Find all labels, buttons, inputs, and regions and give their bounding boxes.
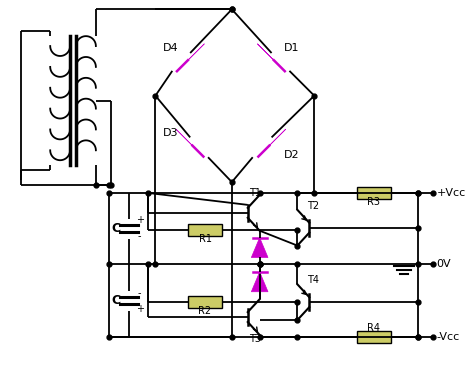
Text: C: C [111,294,120,307]
Text: 0V: 0V [437,260,451,269]
Bar [188,296,222,308]
Bar [357,331,391,343]
Polygon shape [182,44,204,66]
Text: T3: T3 [249,334,261,344]
Text: -: - [138,288,141,298]
Text: D1: D1 [283,43,299,53]
Text: +Vcc: +Vcc [437,188,465,198]
Text: T2: T2 [307,201,319,211]
Polygon shape [264,129,286,151]
Text: R3: R3 [367,197,380,207]
Text: D3: D3 [163,128,178,138]
Text: C: C [111,222,120,235]
Text: T1: T1 [249,188,261,198]
Bar [357,187,391,199]
Polygon shape [176,129,198,151]
Polygon shape [251,238,268,257]
Text: T4: T4 [307,275,319,285]
Text: +: + [136,215,144,225]
Text: -Vcc: -Vcc [437,332,460,342]
Text: R4: R4 [367,323,380,333]
Text: D2: D2 [283,150,299,160]
Text: D4: D4 [163,43,178,53]
Text: +: + [136,304,144,314]
Polygon shape [257,44,279,66]
Text: -: - [138,231,141,241]
Polygon shape [251,272,268,292]
Bar [188,224,222,236]
Text: R2: R2 [199,306,211,316]
Text: R1: R1 [199,233,211,244]
